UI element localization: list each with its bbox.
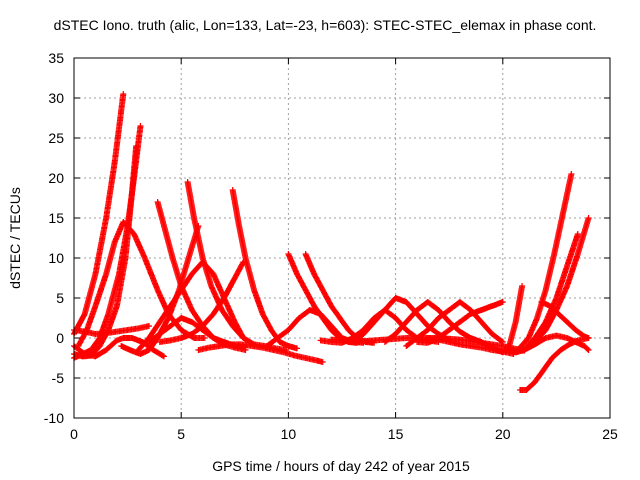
series-30-markers [517,335,592,393]
plot-frame [73,57,611,419]
series-27-markers [517,171,575,351]
series-12-markers [229,187,300,352]
data-points [71,91,592,393]
series-12 [229,187,300,352]
series-13 [156,259,247,345]
y-axis-label: dSTEC / TECUs [7,187,23,289]
chart-title: dSTEC Iono. truth (alic, Lon=133, Lat=-2… [54,17,597,33]
y-tick-label: 5 [56,290,64,306]
x-tick-label: 10 [281,426,297,442]
y-tick-label: 15 [48,210,64,226]
x-tick-label: 20 [495,426,511,442]
y-tick-label: 0 [56,330,64,346]
series-28-markers [521,231,581,353]
y-tick-label: 35 [48,50,64,66]
series-14 [195,341,326,365]
x-tick-label: 0 [70,426,78,442]
x-tick-label: 25 [602,426,618,442]
series-31-markers [538,299,592,341]
series-4 [75,219,208,349]
series-30 [517,335,592,393]
y-tick-label: 10 [48,250,64,266]
series-28 [521,231,581,353]
y-tick-label: 30 [48,90,64,106]
x-tick-label: 5 [177,426,185,442]
series-29-markers [532,215,592,345]
series-14-markers [195,341,326,365]
series-31 [538,299,592,341]
series-27 [517,171,575,351]
y-tick-label: -5 [52,370,65,386]
y-tick-label: -10 [44,410,64,426]
y-tick-label: 25 [48,130,64,146]
series-4-markers [75,219,208,349]
y-tick-label: 20 [48,170,64,186]
axis-ticks: 0 5 10 15 20 25 -10 -5 0 5 10 15 20 25 30 35 [44,50,618,442]
x-tick-label: 15 [388,426,404,442]
series-13-markers [156,259,247,345]
series-29 [532,215,592,345]
x-axis-label: GPS time / hours of day 242 of year 2015 [212,458,470,474]
